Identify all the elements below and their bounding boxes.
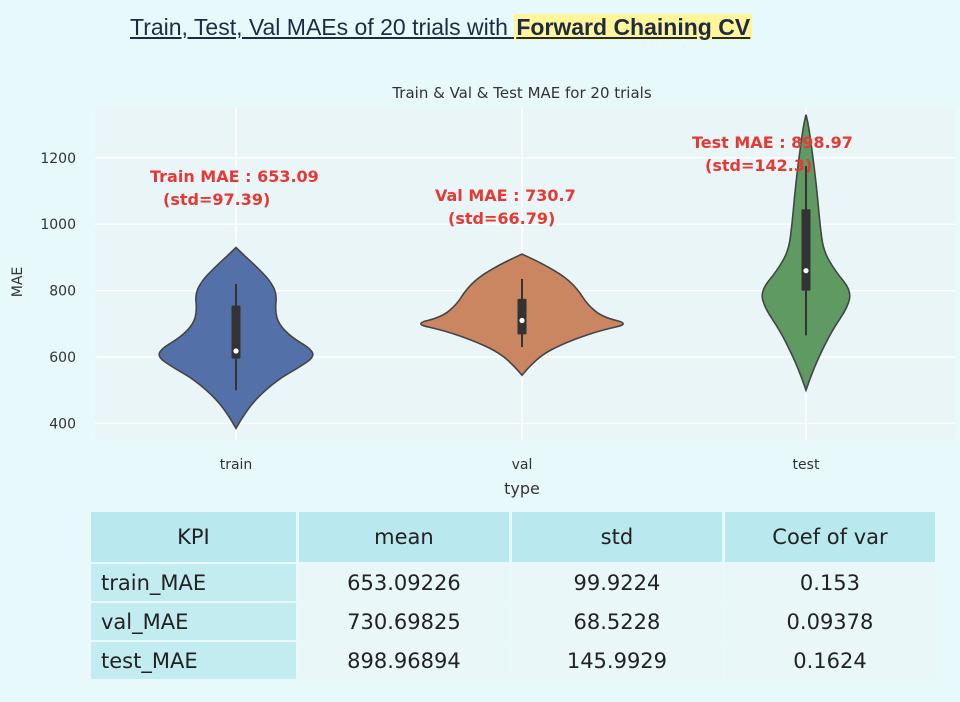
kpi-row-coef: 0.1624 [724,642,935,679]
median-dot-train [233,348,239,354]
y-tick-label: 600 [49,350,76,366]
x-tick-label: train [220,457,253,473]
x-tick-label: test [793,457,820,473]
x-axis-label: type [504,479,540,498]
y-tick-label: 1000 [40,217,76,233]
iqr-box-test [801,209,811,291]
kpi-row-coef: 0.09378 [724,603,935,640]
kpi-row-mean: 898.96894 [298,642,509,679]
table-row: test_MAE 898.96894 145.9929 0.1624 [91,642,935,679]
kpi-header-kpi: KPI [91,512,296,562]
annotation-val-mae: Val MAE : 730.7 [435,186,576,205]
slide-title-text: Train, Test, Val MAEs of 20 trials with [130,14,515,40]
kpi-row-mean: 653.09226 [298,564,509,601]
kpi-row-std: 68.5228 [511,603,722,640]
y-axis-label: MAE [10,267,26,298]
table-row: train_MAE 653.09226 99.9224 0.153 [91,564,935,601]
slide-title: Train, Test, Val MAEs of 20 trials with … [130,14,753,41]
kpi-row-name: train_MAE [91,564,296,601]
kpi-header-std: std [511,512,722,562]
violin-chart: 400 600 800 1000 1200 Train & Val & Test MAE … [10,84,955,498]
y-tick-label: 400 [49,416,76,432]
kpi-row-std: 99.9224 [511,564,722,601]
kpi-row-name: val_MAE [91,603,296,640]
kpi-header-mean: mean [298,512,509,562]
annotation-train-std: (std=97.39) [163,190,270,209]
kpi-table: KPI mean std Coef of var train_MAE 653.0… [88,510,938,681]
kpi-header-coef: Coef of var [724,512,935,562]
median-dot-val [519,317,525,324]
kpi-row-name: test_MAE [91,642,296,679]
annotation-test-mae: Test MAE : 898.97 [692,133,853,152]
iqr-box-train [231,305,241,359]
iqr-box-val [517,298,527,335]
kpi-row-mean: 730.69825 [298,603,509,640]
kpi-row-std: 145.9929 [511,642,722,679]
kpi-table-header-row: KPI mean std Coef of var [91,512,935,562]
slide-title-highlight: Forward Chaining CV [514,14,753,40]
table-row: val_MAE 730.69825 68.5228 0.09378 [91,603,935,640]
median-dot-test [803,268,809,274]
chart-title: Train & Val & Test MAE for 20 trials [391,84,651,102]
annotation-train-mae: Train MAE : 653.09 [150,167,319,186]
x-tick-label: val [512,457,533,473]
annotation-val-std: (std=66.79) [448,209,555,228]
y-tick-label: 1200 [40,151,76,167]
kpi-row-coef: 0.153 [724,564,935,601]
y-tick-label: 800 [49,284,76,300]
annotation-test-std: (std=142.3) [705,156,812,175]
